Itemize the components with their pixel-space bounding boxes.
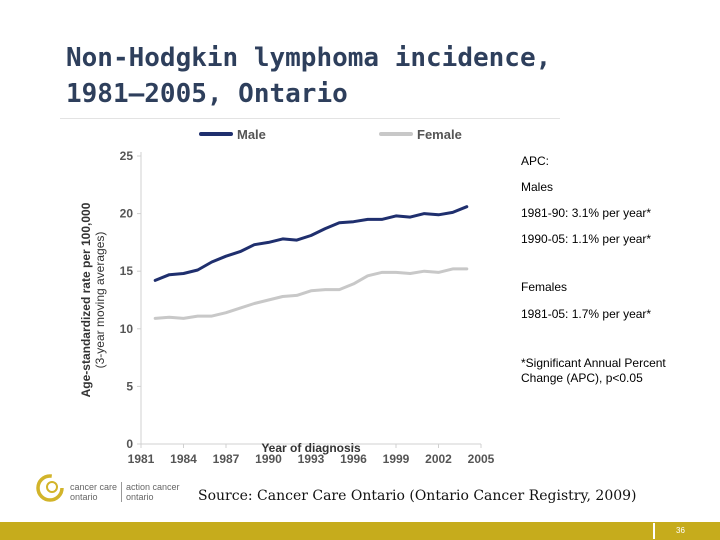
logo-left-text: cancer care ontario [70, 482, 117, 502]
y-tick-label: 10 [120, 322, 134, 336]
apc-females-label: Females [521, 280, 568, 294]
x-tick-label: 1984 [170, 452, 197, 466]
apc-males-line-2: 1990-05: 1.1% per year* [521, 232, 652, 246]
legend-label-female: Female [417, 127, 462, 142]
x-tick-label: 1999 [383, 452, 410, 466]
apc-footnote: *Significant Annual Percent Change (APC)… [521, 356, 666, 385]
sun-swirl-icon [36, 474, 64, 502]
y-tick-label: 20 [120, 207, 134, 221]
x-tick-label: 1987 [213, 452, 240, 466]
page-number: 36 [676, 526, 685, 535]
footer-separator [653, 523, 655, 539]
apc-males-label: Males [521, 180, 554, 194]
y-axis-title-line-2: (3-year moving averages) [93, 232, 107, 369]
logo-left-line-2: ontario [70, 492, 98, 502]
title-line-1: Non-Hodgkin lymphoma incidence, [66, 43, 552, 73]
x-tick-label: 1993 [298, 452, 325, 466]
logo-divider [121, 482, 122, 502]
series-line-female [153, 267, 469, 320]
incidence-line-chart: 0 5 10 15 20 25 1981 1984 1987 1990 1993 1996 1999 20… [79, 127, 495, 466]
y-tick-label: 15 [120, 264, 134, 278]
logo-right-line-2: ontario [126, 492, 154, 502]
logo-right-text: action cancer ontario [126, 482, 180, 502]
slide-title: Non-Hodgkin lymphoma incidence, 1981–200… [66, 40, 666, 112]
source-citation: Source: Cancer Care Ontario (Ontario Can… [198, 488, 637, 504]
apc-heading: APC: [521, 154, 550, 168]
logo-left-line-1: cancer care [70, 482, 118, 492]
logo-right-line-1: action cancer [126, 482, 180, 492]
x-tick-label: 2005 [468, 452, 495, 466]
x-tick-label: 1996 [340, 452, 367, 466]
y-axis-title-line-1: Age-standardized rate per 100,000 [79, 202, 93, 397]
cancer-care-ontario-logo: cancer care ontario action cancer ontari… [34, 470, 184, 504]
apc-females-line-1: 1981-05: 1.7% per year* [521, 307, 652, 321]
title-line-2: 1981–2005, Ontario [66, 79, 348, 109]
x-tick-label: 1981 [128, 452, 155, 466]
title-divider [60, 118, 560, 119]
footer-bar [0, 522, 720, 540]
series-line-male [153, 205, 469, 282]
y-tick-label: 25 [120, 149, 134, 163]
apc-males-line-1: 1981-90: 3.1% per year* [521, 206, 652, 220]
y-tick-label: 5 [126, 379, 133, 393]
x-axis-title: Year of diagnosis [261, 441, 361, 455]
legend-label-male: Male [237, 127, 266, 142]
y-tick-label: 0 [126, 437, 133, 451]
x-tick-label: 2002 [425, 452, 452, 466]
x-tick-label: 1990 [255, 452, 282, 466]
